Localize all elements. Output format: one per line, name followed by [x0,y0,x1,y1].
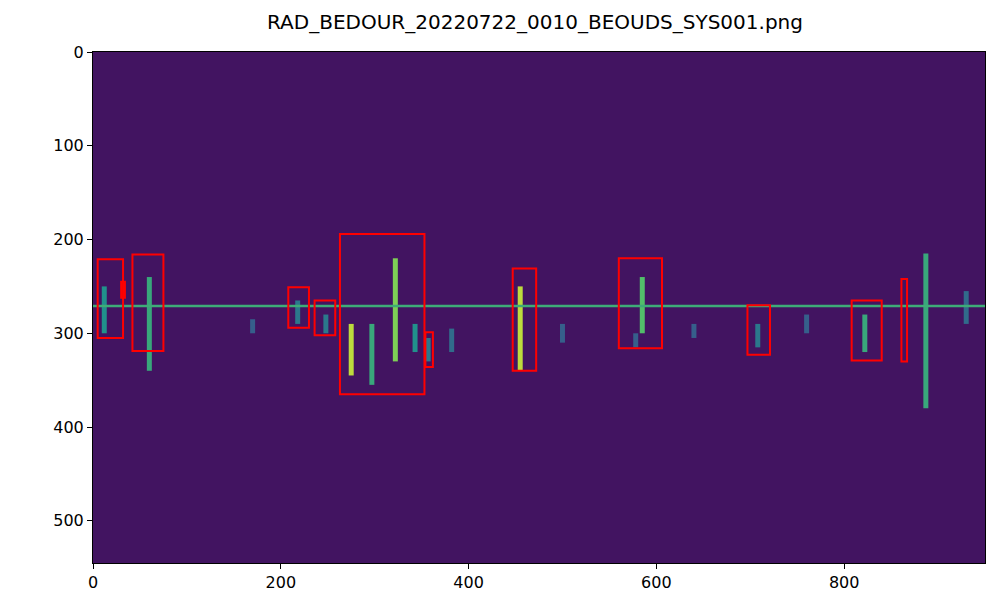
svg-text:200: 200 [266,573,297,592]
svg-text:100: 100 [53,136,84,155]
svg-text:0: 0 [88,573,98,592]
svg-text:RAD_BEDOUR_20220722_0010_BEOUD: RAD_BEDOUR_20220722_0010_BEOUDS_SYS001.p… [267,10,803,34]
svg-text:200: 200 [53,230,84,249]
svg-text:400: 400 [53,418,84,437]
svg-text:300: 300 [53,324,84,343]
svg-text:600: 600 [641,573,672,592]
svg-text:400: 400 [453,573,484,592]
svg-text:500: 500 [53,511,84,530]
svg-text:800: 800 [829,573,860,592]
svg-text:0: 0 [74,43,84,62]
